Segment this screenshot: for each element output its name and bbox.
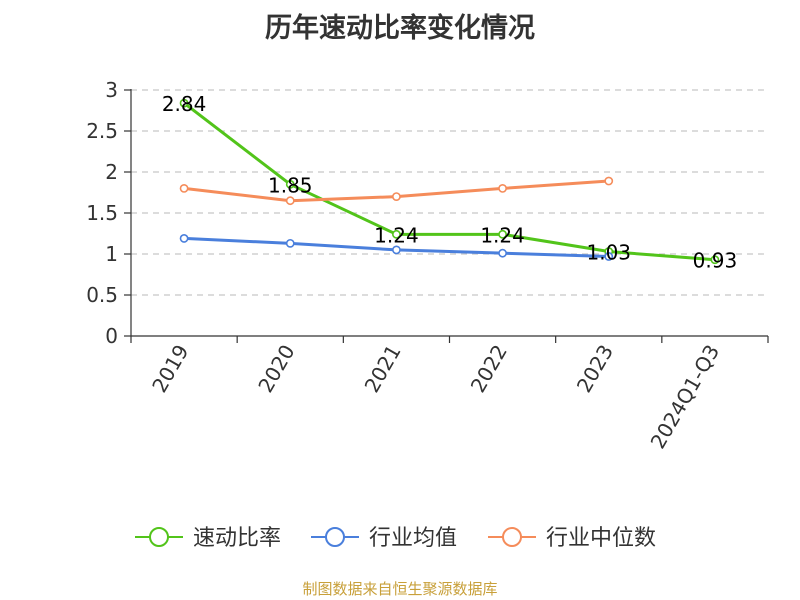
- data-label: 1.24: [374, 223, 419, 247]
- data-point: [498, 248, 507, 258]
- data-label: 0.93: [693, 249, 738, 273]
- data-label: 1.85: [268, 173, 313, 197]
- data-point: [710, 255, 720, 265]
- x-category-label: 2021: [360, 341, 406, 397]
- data-point: [179, 183, 189, 193]
- legend-swatch-marker: [149, 527, 169, 547]
- grid-lines: [131, 89, 768, 296]
- x-category-label: 2020: [253, 341, 299, 397]
- series-line: [183, 101, 716, 262]
- data-label: 1.24: [480, 223, 525, 247]
- data-point: [392, 192, 401, 201]
- y-tick-label: 0: [105, 324, 118, 348]
- legend-label: 行业中位数: [546, 526, 656, 551]
- data-point: [604, 252, 614, 261]
- data-point: [179, 234, 189, 243]
- data-point: [179, 98, 189, 108]
- y-tick-label: 2.5: [86, 119, 118, 143]
- legend-label: 速动比率: [193, 526, 281, 551]
- y-tick-label: 1: [105, 242, 118, 266]
- source-note: 制图数据来自恒生聚源数据库: [302, 580, 498, 598]
- axes: 0 0.5 1 1.5 2 2.5 3 2019 2020 2021 2022 2023 2024Q1-…: [86, 78, 769, 453]
- chart-title: 历年速动比率变化情况: [265, 13, 535, 44]
- legend: 速动比率 行业均值 行业中位数: [135, 526, 656, 551]
- x-category-label: 2023: [572, 341, 618, 397]
- series-lines: [179, 98, 720, 265]
- x-category-label: 2019: [147, 341, 193, 397]
- legend-item: 行业中位数: [488, 526, 656, 551]
- data-point: [285, 196, 295, 206]
- x-category-label: 2024Q1-Q3: [646, 341, 725, 453]
- y-tick-label: 0.5: [86, 283, 118, 307]
- legend-swatch-marker: [325, 527, 345, 547]
- legend-item: 速动比率: [135, 526, 281, 551]
- data-point: [392, 245, 401, 255]
- data-point: [498, 183, 507, 193]
- legend-swatch-marker: [502, 527, 522, 547]
- x-category-label: 2022: [466, 341, 512, 397]
- legend-label: 行业均值: [369, 526, 457, 551]
- y-tick-label: 2: [105, 160, 118, 184]
- y-tick-label: 1.5: [86, 201, 118, 225]
- data-point: [285, 179, 295, 189]
- y-tick-label: 3: [105, 78, 118, 102]
- legend-item: 行业均值: [311, 526, 457, 551]
- data-point: [285, 238, 295, 248]
- data-point: [498, 229, 507, 239]
- data-point: [604, 176, 614, 186]
- data-labels: 2.84 1.85 1.24 1.24 1.03 0.93: [162, 92, 737, 273]
- data-label: 2.84: [162, 92, 207, 116]
- data-label: 1.03: [586, 241, 631, 265]
- data-point: [392, 229, 401, 239]
